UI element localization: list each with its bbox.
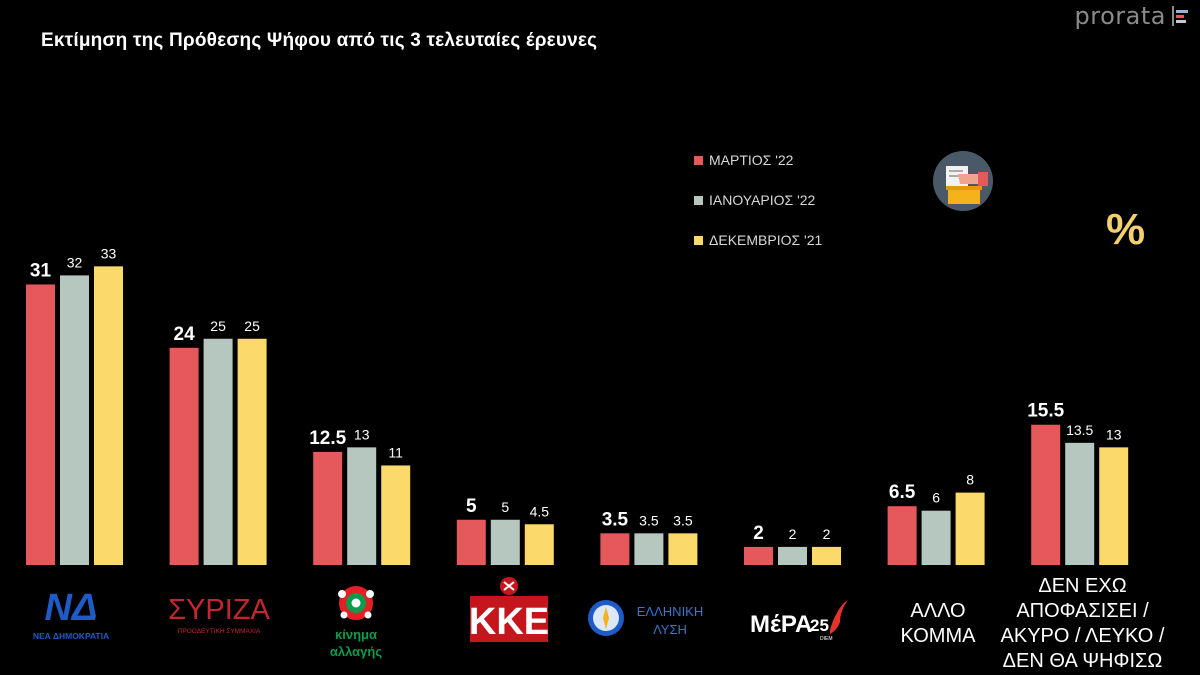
legend-label: ΙΑΝΟΥΑΡΙΟΣ '22 (709, 192, 816, 208)
bar-2-0 (313, 451, 343, 565)
undecided-label-line: ΑΚΥΡΟ / ΛΕΥΚΟ / (1000, 625, 1165, 647)
mera25-swallow-icon (830, 600, 848, 634)
bar-value-label: 11 (388, 444, 403, 460)
bar-3-2 (524, 524, 554, 565)
bar-value-label: 3.5 (673, 512, 693, 528)
elliniki-lysi-logo: ΕΛΛΗΝΙΚΗ ΛΥΣΗ (588, 600, 704, 637)
bar-7-1 (1065, 442, 1095, 565)
bar-value-label: 24 (174, 324, 196, 345)
percent-icon: % (1106, 205, 1146, 254)
bar-value-label: 13 (1106, 426, 1122, 442)
bar-6-2 (955, 492, 985, 565)
kke-logo-mark: ΚΚΕ (469, 601, 549, 643)
legend-swatch (694, 155, 703, 165)
bar-5-1 (778, 546, 807, 565)
bar-value-label: 25 (244, 318, 260, 334)
elliniki-lysi-line1: ΕΛΛΗΝΙΚΗ (637, 604, 704, 619)
other-party-label-line: ΚΟΜΜΑ (900, 625, 976, 647)
kinal-logo-line1: κίνημα (335, 627, 377, 642)
other-party-label: ΑΛΛΟ ΚΟΜΜΑ (868, 599, 1008, 649)
legend-item-january: ΙΑΝΟΥΑΡΙΟΣ '22 (694, 190, 822, 210)
kke-logo-background (470, 596, 548, 642)
syriza-logo: ΣΥΡΙΖΑ ΠΡΟΟΔΕΥΤΙΚΗ ΣΥΜΜΑΧΙΑ (168, 594, 270, 635)
bar-0-0 (26, 284, 55, 565)
bar-value-label: 2 (789, 526, 797, 542)
bar-value-label: 5 (466, 496, 477, 517)
other-party-label-line: ΑΛΛΟ (910, 600, 966, 622)
kinal-logo: κίνημα αλλαγής (330, 586, 382, 659)
bar-3-1 (490, 519, 520, 565)
bar-value-label: 2 (753, 523, 764, 544)
legend-label: ΜΑΡΤΙΟΣ '22 (709, 152, 794, 168)
undecided-label-line: ΑΠΟΦΑΣΙΣΕΙ / (1016, 600, 1149, 622)
bar-value-label: 32 (67, 254, 83, 270)
bar-4-1 (634, 533, 664, 565)
bar-value-label: 4.5 (530, 503, 550, 519)
bar-6-0 (887, 506, 917, 565)
bar-value-label: 3.5 (639, 512, 659, 528)
bar-5-0 (744, 546, 773, 565)
bar-value-label: 13.5 (1066, 422, 1093, 438)
nd-logo-caption: ΝΕΑ ΔΗΜΟΚΡΑΤΙΑ (33, 631, 109, 641)
mera25-logo: ΜέΡΑ 25 DIEM (750, 600, 848, 642)
elliniki-lysi-line2: ΛΥΣΗ (653, 622, 687, 637)
undecided-label: ΔΕΝ ΕΧΩ ΑΠΟΦΑΣΙΣΕΙ / ΑΚΥΡΟ / ΛΕΥΚΟ / ΔΕΝ… (1000, 574, 1165, 674)
bar-7-0 (1031, 424, 1061, 565)
chart-legend: ΜΑΡΤΙΟΣ '22 ΙΑΝΟΥΑΡΙΟΣ '22 ΔΕΚΕΜΒΡΙΟΣ '2… (694, 150, 822, 270)
bar-4-0 (600, 533, 630, 565)
bar-0-2 (94, 266, 123, 565)
legend-item-march: ΜΑΡΤΙΟΣ '22 (694, 150, 822, 170)
mera25-logo-mark: ΜέΡΑ (750, 611, 812, 638)
nd-logo-mark: ΝΔ (45, 587, 98, 629)
kke-logo: ΚΚΕ (469, 577, 549, 643)
legend-label: ΔΕΚΕΜΒΡΙΟΣ '21 (709, 232, 823, 248)
ballot-box-icon (933, 151, 993, 211)
bar-2-1 (347, 447, 377, 565)
syriza-logo-mark: ΣΥΡΙΖΑ (168, 594, 270, 626)
bar-0-1 (60, 275, 89, 565)
bar-1-2 (237, 338, 267, 565)
bar-1-1 (203, 338, 233, 565)
bar-value-label: 6.5 (889, 482, 916, 503)
bar-value-label: 31 (30, 260, 52, 281)
bar-4-2 (668, 533, 698, 565)
nd-logo: ΝΔ ΝΕΑ ΔΗΜΟΚΡΑΤΙΑ (33, 587, 109, 641)
bar-value-label: 33 (101, 245, 117, 261)
bar-value-label: 6 (932, 490, 940, 506)
bar-6-1 (921, 510, 951, 565)
undecided-label-line: ΔΕΝ ΘΑ ΨΗΦΙΣΩ (1002, 650, 1163, 672)
bar-value-label: 2 (823, 526, 831, 542)
bar-value-label: 8 (966, 472, 974, 488)
chart-title: Εκτίμηση της Πρόθεσης Ψήφου από τις 3 τε… (41, 30, 598, 51)
kinal-logo-line2: αλλαγής (330, 644, 382, 659)
legend-swatch (694, 195, 703, 205)
legend-swatch (694, 235, 703, 245)
mera25-logo-sub: DIEM (820, 636, 833, 642)
bar-1-0 (169, 347, 199, 565)
bar-value-label: 15.5 (1027, 401, 1064, 422)
mera25-logo-number: 25 (810, 616, 829, 635)
brand-logo: prorata (1074, 2, 1166, 30)
bar-2-2 (381, 465, 411, 565)
bar-value-label: 13 (354, 426, 370, 442)
brand-mark-icon (1172, 6, 1188, 26)
bar-7-2 (1099, 447, 1129, 565)
bar-5-2 (812, 546, 841, 565)
bar-3-0 (456, 519, 486, 565)
bar-value-label: 5 (501, 499, 509, 515)
bar-value-label: 12.5 (309, 428, 346, 449)
bar-value-label: 25 (210, 318, 226, 334)
syriza-logo-caption: ΠΡΟΟΔΕΥΤΙΚΗ ΣΥΜΜΑΧΙΑ (178, 628, 261, 635)
bar-value-label: 3.5 (602, 509, 629, 530)
undecided-label-line: ΔΕΝ ΕΧΩ (1038, 575, 1127, 597)
legend-item-december: ΔΕΚΕΜΒΡΙΟΣ '21 (694, 230, 822, 250)
